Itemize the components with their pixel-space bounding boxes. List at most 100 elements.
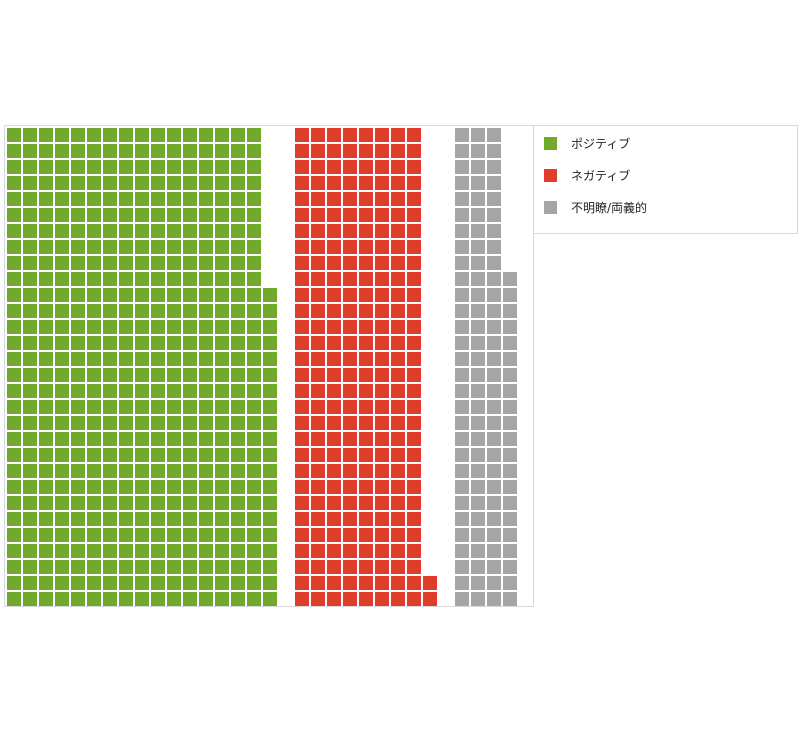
waffle-cell-positive [119,272,133,286]
waffle-cell-negative [343,368,357,382]
waffle-cell-positive [151,576,165,590]
waffle-cell-ambiguous [455,592,469,606]
waffle-cell-positive [87,512,101,526]
waffle-cell-positive [87,176,101,190]
waffle-cell-negative [391,224,405,238]
waffle-cell-positive [135,560,149,574]
waffle-cell-negative [311,544,325,558]
waffle-cell-positive [183,512,197,526]
waffle-cell-negative [375,528,389,542]
waffle-cell-positive [39,176,53,190]
waffle-cell-negative [407,208,421,222]
waffle-cell-negative [327,432,341,446]
waffle-cell-positive [103,192,117,206]
waffle-cell-negative [359,272,373,286]
waffle-cell-positive [215,384,229,398]
waffle-cell-positive [7,240,21,254]
waffle-cell-positive [55,208,69,222]
waffle-cell-positive [103,224,117,238]
waffle-cell-positive [199,496,213,510]
waffle-cell-positive [135,592,149,606]
waffle-cell-positive [71,576,85,590]
waffle-cell-negative [295,480,309,494]
waffle-cell-positive [71,128,85,142]
waffle-cell-positive [231,304,245,318]
waffle-cell-negative [359,480,373,494]
waffle-cell-positive [103,256,117,270]
waffle-cell-negative [375,272,389,286]
waffle-cell-positive [263,368,277,382]
waffle-cell-positive [103,384,117,398]
waffle-cell-positive [151,144,165,158]
waffle-cell-positive [135,320,149,334]
waffle-cell-negative [359,416,373,430]
waffle-cell-negative [343,240,357,254]
waffle-cell-negative [327,176,341,190]
waffle-cell-positive [247,496,261,510]
waffle-cell-positive [231,592,245,606]
waffle-cell-negative [375,592,389,606]
waffle-cell-negative [391,368,405,382]
waffle-cell-negative [311,272,325,286]
waffle-cell-positive [183,272,197,286]
waffle-cell-negative [359,320,373,334]
waffle-cell-positive [183,304,197,318]
waffle-cell-positive [151,592,165,606]
waffle-cell-negative [359,400,373,414]
waffle-cell-positive [39,512,53,526]
waffle-cell-positive [135,352,149,366]
waffle-cell-ambiguous [455,384,469,398]
waffle-cell-negative [407,304,421,318]
waffle-cell-negative [407,592,421,606]
waffle-cell-ambiguous [471,272,485,286]
waffle-cell-positive [71,480,85,494]
waffle-cell-positive [71,256,85,270]
waffle-cell-positive [199,368,213,382]
waffle-cell-positive [167,208,181,222]
waffle-cell-positive [7,256,21,270]
waffle-group-negative [295,128,437,606]
waffle-cell-negative [407,464,421,478]
waffle-cell-negative [295,560,309,574]
waffle-cell-ambiguous [487,352,501,366]
waffle-cell-positive [23,128,37,142]
waffle-cell-negative [327,128,341,142]
waffle-cell-positive [215,448,229,462]
waffle-cell-negative [359,576,373,590]
waffle-cell-positive [215,160,229,174]
waffle-cell-positive [71,464,85,478]
waffle-cell-positive [135,192,149,206]
waffle-cell-negative [407,144,421,158]
waffle-cell-negative [391,192,405,206]
waffle-cell-positive [247,368,261,382]
waffle-cell-negative [343,576,357,590]
waffle-cell-positive [247,544,261,558]
waffle-cell-positive [215,512,229,526]
waffle-cell-negative [391,416,405,430]
waffle-cell-positive [183,352,197,366]
waffle-cell-positive [7,448,21,462]
waffle-cell-positive [231,336,245,350]
waffle-cell-negative [391,288,405,302]
waffle-cell-positive [55,320,69,334]
waffle-cell-positive [103,512,117,526]
waffle-cell-positive [167,304,181,318]
waffle-cell-negative [295,528,309,542]
waffle-cell-ambiguous [503,384,517,398]
waffle-cell-positive [167,128,181,142]
waffle-cell-positive [55,256,69,270]
waffle-cell-positive [103,336,117,350]
waffle-cell-positive [151,544,165,558]
waffle-cell-negative [391,384,405,398]
waffle-cell-positive [151,192,165,206]
waffle-cell-positive [135,432,149,446]
waffle-cell-negative [295,272,309,286]
waffle-cell-positive [23,160,37,174]
waffle-cell-positive [263,528,277,542]
waffle-cell-negative [359,208,373,222]
waffle-cell-negative [407,320,421,334]
waffle-cell-negative [391,176,405,190]
waffle-cell-positive [71,592,85,606]
waffle-cell-positive [151,352,165,366]
waffle-cell-positive [247,192,261,206]
